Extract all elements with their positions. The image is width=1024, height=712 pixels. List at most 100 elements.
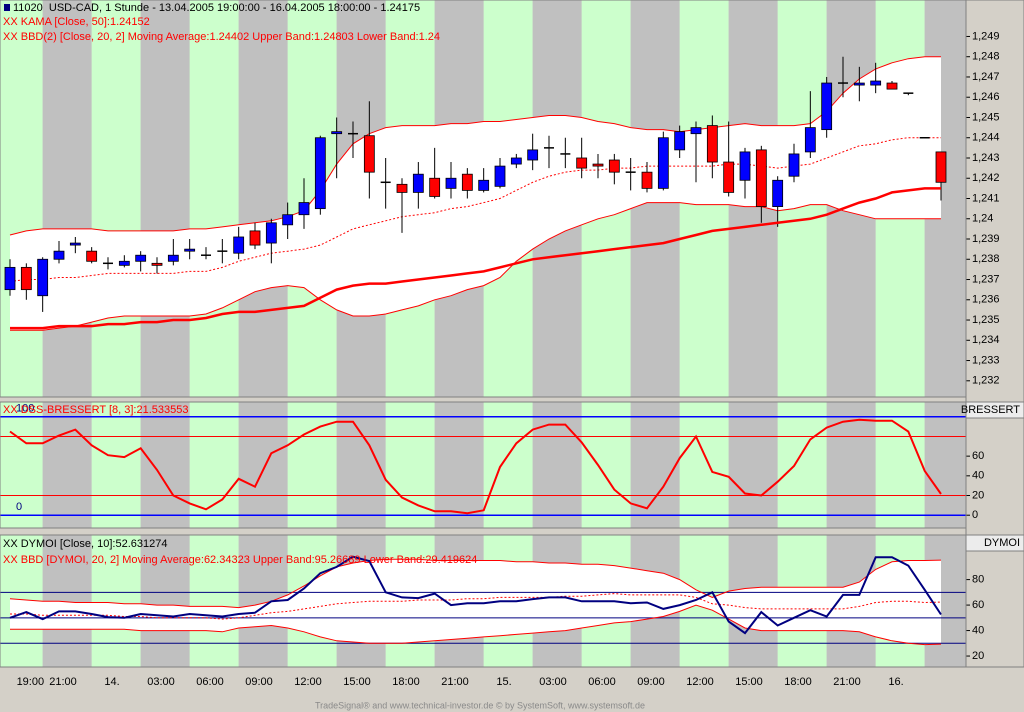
y-tick-label: 1,233 (972, 354, 1000, 366)
axis-label: DYMOI (984, 537, 1020, 549)
session-stripe (336, 402, 386, 528)
chart-title: 11020 USD-CAD, 1 Stunde - 13.04.2005 19:… (13, 2, 420, 14)
candle-body (608, 159, 620, 173)
level-label: 100 (16, 403, 34, 415)
candle-body (135, 254, 147, 262)
axis-label-box (965, 401, 1024, 419)
candle-body (821, 82, 833, 131)
indicator-line (9, 555, 942, 635)
candle-body (886, 82, 898, 90)
candle-body (772, 179, 784, 208)
candle-body (853, 82, 865, 86)
kama-line (10, 187, 941, 330)
session-stripe (42, 402, 92, 528)
panel-border (0, 534, 967, 668)
candle-body (527, 149, 539, 161)
session-stripe (0, 402, 43, 528)
x-tick-label: 15:00 (735, 676, 763, 688)
candle-body (118, 260, 130, 266)
y-tick-label: 1,245 (972, 111, 1000, 123)
session-stripe (140, 535, 190, 667)
session-stripe (630, 402, 680, 528)
lower-band (10, 604, 942, 646)
candle-body (592, 163, 604, 167)
x-tick-label: 03:00 (539, 676, 567, 688)
y-tick-label: 1,24 (972, 213, 993, 225)
y-tick-label: 1,238 (972, 253, 1000, 265)
candle-body (461, 173, 473, 191)
upper-band (9, 558, 942, 609)
x-tick-label: 21:00 (441, 676, 469, 688)
session-stripe (483, 402, 533, 528)
session-stripe (0, 0, 43, 397)
session-stripe (679, 402, 729, 528)
session-stripe (238, 402, 288, 528)
session-stripe (91, 0, 141, 397)
y-tick-label: 40 (972, 470, 984, 482)
x-tick-label: 15:00 (343, 676, 371, 688)
x-tick-label: 03:00 (147, 676, 175, 688)
candle-body (86, 250, 98, 262)
y-tick-label: 60 (972, 599, 984, 611)
candle-body (4, 266, 16, 291)
y-tick-label: 1,236 (972, 294, 1000, 306)
candle-body (674, 131, 686, 151)
session-stripe (826, 402, 876, 528)
band-fill (10, 56, 941, 331)
axis-label-box (965, 534, 1024, 552)
candle-body (510, 157, 522, 165)
y-tick-label: 80 (972, 574, 984, 586)
x-tick-label: 06:00 (588, 676, 616, 688)
y-tick-label: 1,246 (972, 91, 1000, 103)
x-tick-label: 06:00 (196, 676, 224, 688)
y-tick-label: 1,247 (972, 71, 1000, 83)
candle-body (167, 254, 179, 262)
lower-band (10, 202, 941, 331)
x-tick-label: 15. (496, 676, 511, 688)
moving-average (9, 137, 941, 282)
y-tick-label: 1,239 (972, 233, 1000, 245)
level-label: 0 (16, 501, 22, 513)
candle-body (429, 177, 441, 197)
x-tick-label: 09:00 (637, 676, 665, 688)
candle-body (20, 266, 32, 291)
right-axis-area (965, 0, 1024, 668)
session-stripe (42, 0, 92, 397)
session-stripe (91, 402, 141, 528)
candle-body (641, 171, 653, 189)
y-tick-label: 1,232 (972, 375, 1000, 387)
indicator-label: XX DSS-BRESSERT [8, 3]:21.533553 (3, 404, 188, 416)
y-tick-label: 60 (972, 450, 984, 462)
x-tick-label: 16. (888, 676, 903, 688)
candle-body (184, 248, 196, 252)
candle-body (37, 258, 49, 297)
y-tick-label: 20 (972, 489, 984, 501)
axis-label: BRESSERT (961, 404, 1020, 416)
candle-body (706, 125, 718, 163)
x-tick-label: 09:00 (245, 676, 273, 688)
upper-band (9, 56, 941, 236)
session-stripe (434, 402, 484, 528)
candle-body (576, 157, 588, 169)
candle-body (804, 127, 816, 153)
y-tick-label: 1,241 (972, 192, 1000, 204)
candle-body (723, 161, 735, 193)
candle-body (249, 230, 261, 246)
x-tick-label: 19:00 (17, 676, 45, 688)
candle-body (788, 153, 800, 177)
candle-body (151, 262, 163, 266)
y-tick-label: 1,234 (972, 334, 1000, 346)
y-tick-label: 20 (972, 650, 984, 662)
session-stripe (189, 402, 239, 528)
session-stripe (924, 402, 966, 528)
session-stripe (532, 402, 582, 528)
candle-body (657, 137, 669, 189)
y-tick-label: 1,242 (972, 172, 1000, 184)
x-tick-label: 21:00 (833, 676, 861, 688)
panel-border (0, 401, 967, 529)
band-fill (10, 559, 941, 645)
candle-body (870, 80, 882, 86)
plot-layer: 1,2491,2481,2471,2461,2451,2441,2431,242… (0, 0, 1000, 688)
panel-border (0, 0, 967, 398)
x-tick-label: 21:00 (49, 676, 77, 688)
